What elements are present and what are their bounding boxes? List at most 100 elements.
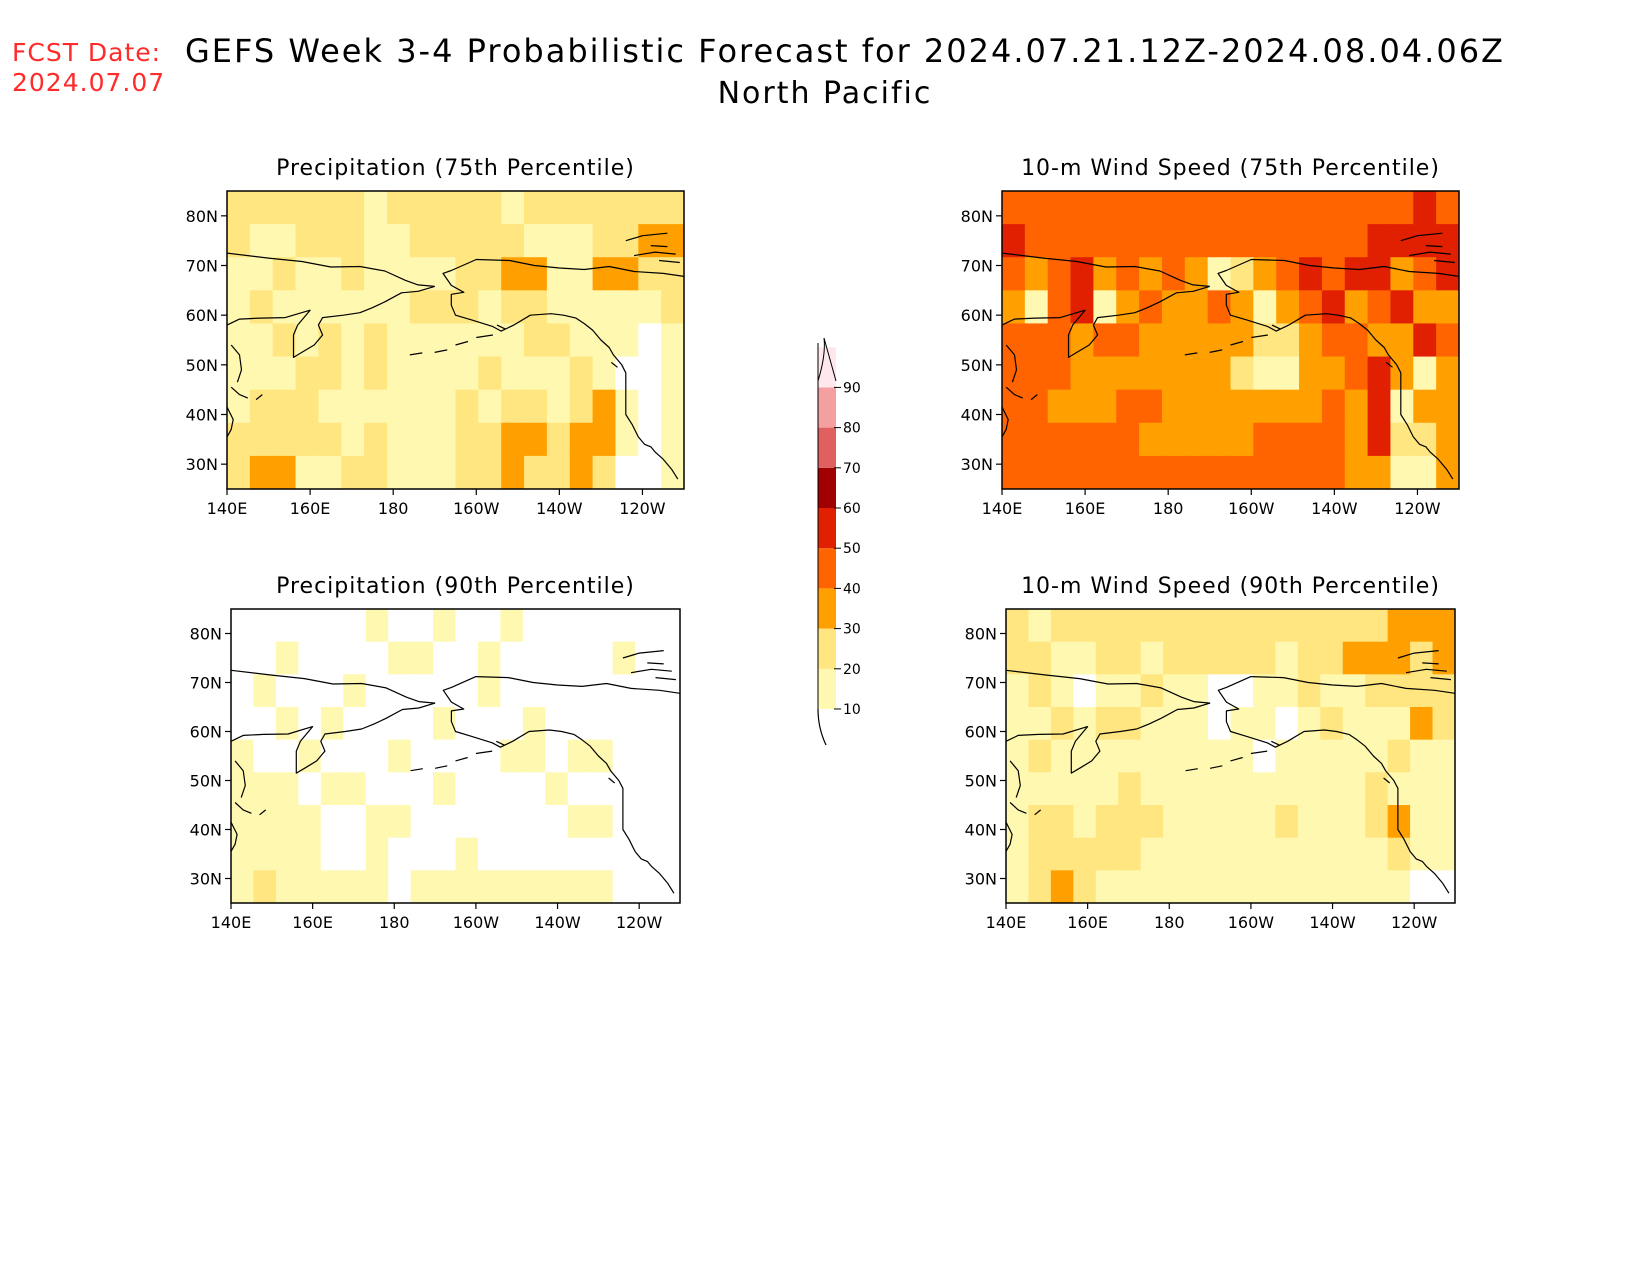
coastline-precip-90: [231, 650, 680, 894]
field-cell: [615, 422, 639, 457]
field-cell: [253, 805, 277, 839]
field-cell: [1047, 356, 1072, 391]
field-cell: [1140, 707, 1164, 741]
field-cell: [1342, 772, 1366, 806]
field-cell: [1093, 224, 1117, 258]
field-cell: [1163, 870, 1187, 903]
field-cell: [1413, 257, 1437, 291]
colorbar-swatch: [818, 467, 836, 508]
field-cell: [298, 805, 322, 839]
colorbar-label: 70: [843, 461, 861, 477]
x-tick-label: 180: [1153, 499, 1184, 518]
field-cell: [1185, 739, 1209, 773]
field-cell: [432, 257, 457, 291]
field-cell: [612, 641, 636, 675]
field-cell: [567, 739, 591, 773]
field-cell: [661, 191, 684, 225]
field-cell: [661, 257, 684, 291]
coastline-path: [442, 258, 679, 480]
coastline-path: [634, 251, 676, 257]
field-cell: [524, 224, 548, 258]
shaded-field-wind-75: [1002, 191, 1459, 489]
field-cell: [1276, 323, 1300, 358]
field-cell: [432, 290, 457, 325]
panel-title-wind-75: 10-m Wind Speed (75th Percentile): [1021, 156, 1440, 181]
field-cell: [1002, 191, 1026, 225]
field-cell: [1073, 739, 1097, 773]
field-cell: [545, 609, 569, 643]
y-tick-label: 50N: [961, 356, 993, 375]
field-cell: [1275, 805, 1299, 839]
field-cell: [500, 739, 524, 773]
field-cell: [590, 674, 614, 708]
field-cell: [1410, 674, 1434, 708]
coastline-path: [655, 677, 676, 681]
field-cell: [1230, 772, 1254, 806]
field-cell: [249, 257, 274, 291]
field-cell: [612, 674, 636, 708]
field-cell: [545, 674, 569, 708]
field-cell: [1073, 707, 1097, 741]
coastline-path: [1251, 334, 1268, 339]
field-cell: [298, 609, 322, 643]
field-cell: [272, 323, 297, 358]
field-cell: [253, 870, 277, 903]
field-cell: [545, 772, 569, 806]
coastline-path: [1006, 702, 1211, 774]
field-cell: [1050, 805, 1074, 839]
field-cell: [522, 609, 546, 643]
field-cell: [1047, 323, 1072, 358]
field-cell: [433, 739, 457, 773]
field-cell: [1006, 641, 1030, 675]
field-cell: [1299, 257, 1323, 291]
field-cell: [1047, 191, 1072, 225]
field-cell: [1163, 674, 1187, 708]
field-cell: [1390, 224, 1414, 258]
field-cell: [1297, 707, 1321, 741]
field-cell: [1118, 707, 1142, 741]
x-tick-label: 140E: [207, 499, 248, 518]
field-cell: [1432, 739, 1455, 773]
field-cell: [1028, 707, 1052, 741]
field-cell: [1276, 422, 1300, 457]
field-cell: [298, 641, 322, 675]
field-cell: [500, 707, 524, 741]
field-cell: [522, 674, 546, 708]
field-cell: [1432, 674, 1455, 708]
field-cell: [272, 455, 297, 489]
field-cell: [1093, 257, 1117, 291]
field-cell: [1297, 641, 1321, 675]
x-tick-label: 160W: [1228, 499, 1275, 518]
field-cell: [320, 641, 344, 675]
field-cell: [1024, 422, 1049, 457]
field-cell: [1321, 257, 1346, 291]
field-cell: [1253, 290, 1277, 325]
field-cell: [455, 674, 479, 708]
field-cell: [227, 389, 251, 424]
field-cell: [615, 455, 639, 489]
field-cell: [524, 455, 548, 489]
field-cell: [1299, 422, 1323, 457]
field-cell: [657, 772, 680, 806]
field-cell: [1367, 224, 1392, 258]
field-cell: [295, 191, 319, 225]
field-cell: [386, 191, 411, 225]
field-cell: [1140, 870, 1164, 903]
field-cell: [1163, 609, 1187, 643]
field-cell: [409, 422, 434, 457]
field-cell: [272, 224, 297, 258]
field-cell: [275, 674, 299, 708]
field-cell: [1344, 422, 1369, 457]
field-cell: [275, 641, 299, 675]
field-cell: [1140, 772, 1164, 806]
field-cell: [1093, 356, 1117, 391]
field-cell: [227, 257, 251, 291]
field-cell: [231, 837, 255, 871]
field-cell: [1253, 356, 1277, 391]
field-cell: [546, 257, 571, 291]
coastline-path: [1385, 361, 1393, 368]
coastline-path: [442, 676, 675, 894]
coastline-path: [230, 344, 243, 383]
field-cell: [1070, 455, 1094, 489]
field-cell: [1070, 323, 1094, 358]
